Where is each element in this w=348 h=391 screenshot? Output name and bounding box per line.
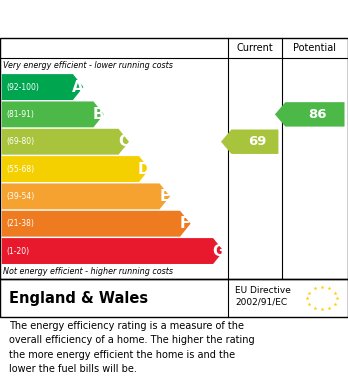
Polygon shape	[2, 156, 150, 182]
Polygon shape	[2, 238, 223, 264]
Text: England & Wales: England & Wales	[9, 291, 148, 306]
Text: Energy Efficiency Rating: Energy Efficiency Rating	[9, 11, 230, 27]
Polygon shape	[2, 183, 170, 209]
Text: (92-100): (92-100)	[6, 83, 39, 91]
Text: C: C	[118, 134, 129, 149]
Polygon shape	[221, 129, 278, 154]
Polygon shape	[275, 102, 345, 127]
Text: Not energy efficient - higher running costs: Not energy efficient - higher running co…	[3, 267, 174, 276]
Text: D: D	[138, 161, 151, 177]
Text: (1-20): (1-20)	[6, 247, 29, 256]
Text: G: G	[212, 244, 224, 258]
Text: F: F	[180, 216, 190, 231]
Text: (81-91): (81-91)	[6, 110, 34, 119]
Polygon shape	[2, 101, 104, 127]
Polygon shape	[2, 211, 190, 237]
Text: (39-54): (39-54)	[6, 192, 34, 201]
Polygon shape	[2, 74, 84, 100]
Polygon shape	[2, 129, 129, 155]
Text: 69: 69	[248, 135, 267, 148]
Text: Current: Current	[237, 43, 273, 53]
Text: The energy efficiency rating is a measure of the
overall efficiency of a home. T: The energy efficiency rating is a measur…	[9, 321, 254, 374]
Text: B: B	[93, 107, 104, 122]
Text: A: A	[72, 79, 84, 95]
Text: EU Directive
2002/91/EC: EU Directive 2002/91/EC	[235, 286, 291, 307]
Text: 86: 86	[308, 108, 327, 121]
Text: (69-80): (69-80)	[6, 137, 34, 146]
Text: (55-68): (55-68)	[6, 165, 34, 174]
Text: Very energy efficient - lower running costs: Very energy efficient - lower running co…	[3, 61, 173, 70]
Text: Potential: Potential	[293, 43, 337, 53]
Text: (21-38): (21-38)	[6, 219, 34, 228]
Text: E: E	[160, 189, 170, 204]
